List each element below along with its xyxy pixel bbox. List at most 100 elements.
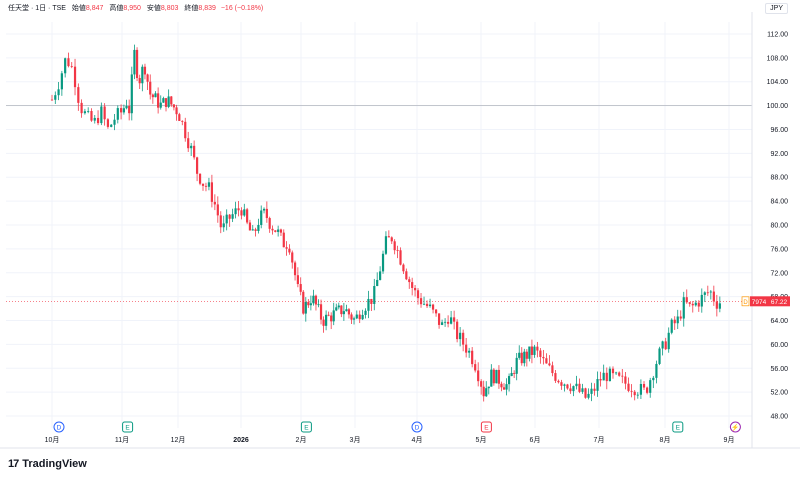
earnings-event-icon[interactable]	[480, 421, 492, 433]
candle-body	[542, 356, 545, 359]
candle-body	[490, 369, 493, 387]
candle-body	[456, 321, 459, 340]
candle-body	[703, 292, 706, 295]
candle-body	[254, 229, 257, 231]
time-tick-label: 11月	[115, 436, 129, 444]
candle-body	[453, 317, 456, 322]
candle-body	[67, 58, 70, 67]
earnings-event-icon[interactable]	[122, 421, 134, 433]
time-tick-label: 2月	[296, 436, 307, 444]
candle-body	[157, 93, 160, 108]
candle-body	[384, 236, 388, 254]
symbol-title[interactable]: 任天堂 · 1日 · TSE	[8, 5, 66, 12]
candle-body	[474, 364, 477, 371]
candle-body	[560, 382, 563, 386]
candle-body	[330, 315, 333, 322]
split-event-icon[interactable]	[729, 421, 741, 433]
candle-body	[277, 229, 280, 232]
price-axis[interactable]: 112.00 108.00 104.00 100.00 96.00 92.00 88.00 8…	[741, 12, 790, 448]
candle-body	[96, 117, 100, 124]
candle-body	[688, 302, 691, 304]
candle-body	[225, 214, 228, 224]
candle-body	[482, 386, 485, 397]
candle-body	[614, 372, 618, 374]
candle-body	[587, 393, 590, 398]
dividend-event-icon[interactable]	[411, 421, 423, 433]
candle-body	[670, 319, 673, 333]
candle-body	[282, 232, 285, 248]
candle-body	[673, 319, 676, 324]
candle-body	[465, 344, 468, 353]
tradingview-brand[interactable]: 17 TradingView	[8, 458, 87, 470]
candle-body	[87, 111, 90, 112]
candle-body	[500, 383, 503, 388]
candle-body	[170, 96, 173, 105]
event-marker-letter: ⚡	[731, 423, 739, 431]
event-marker-letter: D	[415, 424, 420, 431]
candle-body	[399, 250, 402, 265]
candle-body	[602, 372, 605, 381]
event-markers: D E E D E E ⚡	[53, 421, 741, 433]
currency-button[interactable]: JPY	[765, 3, 788, 14]
time-tick-label: 5月	[476, 436, 487, 444]
candle-body	[248, 222, 252, 231]
symbol-tag-label: 7974	[752, 299, 767, 306]
candle-body	[219, 215, 222, 228]
candle-body	[525, 351, 528, 359]
candle-body	[106, 119, 110, 127]
candle-body	[325, 314, 328, 326]
candle-body	[682, 297, 685, 319]
candle-body	[590, 388, 593, 394]
candle-body	[367, 298, 370, 311]
candle-body	[530, 346, 534, 355]
candle-body	[578, 383, 581, 392]
price-tick-label: 100.00	[767, 103, 789, 110]
candle-body	[187, 138, 190, 149]
candle-body	[146, 74, 149, 82]
candle-body	[523, 351, 526, 364]
candle-body	[450, 317, 453, 324]
event-marker-letter: E	[484, 424, 489, 431]
price-tick-label: 80.00	[770, 223, 788, 230]
candle-body	[413, 287, 417, 291]
candle-body	[228, 214, 231, 219]
tradingview-logo-icon: 17	[8, 458, 19, 470]
dividend-event-icon[interactable]	[53, 421, 65, 433]
candle-body	[100, 106, 103, 124]
candle-body	[633, 391, 636, 396]
candle-body	[309, 303, 312, 306]
candle-body	[162, 98, 165, 103]
last-price-badge[interactable]	[768, 296, 790, 307]
candle-body	[495, 369, 498, 384]
time-tick-label: 8月	[660, 436, 671, 444]
candle-body	[443, 321, 447, 323]
candle-body	[243, 209, 246, 216]
candle-body	[608, 368, 611, 382]
last-price-flag-icon	[741, 296, 750, 307]
candle-body	[125, 105, 128, 109]
symbol-legend[interactable]: 任天堂 · 1日 · TSE 始値8,847 高値8,950 安値8,803 終…	[8, 3, 263, 13]
candle-body	[485, 388, 488, 397]
candle-body	[345, 309, 348, 312]
price-tick-label: 84.00	[770, 199, 788, 206]
candle-body	[64, 58, 67, 74]
candle-body	[317, 304, 320, 306]
candle-body	[257, 224, 260, 231]
candle-body	[706, 292, 709, 294]
candle-body	[518, 352, 521, 358]
candle-body	[216, 204, 219, 216]
candle-body	[533, 346, 536, 355]
candle-body	[639, 384, 643, 395]
price-tick-label: 96.00	[770, 127, 788, 134]
price-tick-label: 72.00	[770, 270, 788, 277]
candle-body	[593, 388, 596, 391]
earnings-event-icon[interactable]	[300, 421, 312, 433]
time-axis[interactable]: 10月 11月 12月 2026 2月 3月 4月 5月 6月 7月 8月 9月	[0, 436, 800, 449]
candle-body	[477, 370, 480, 382]
candle-body	[596, 379, 599, 391]
earnings-event-icon[interactable]	[672, 421, 684, 433]
candle-body	[416, 290, 420, 299]
candle-body	[428, 304, 432, 307]
candle-body	[691, 303, 694, 306]
